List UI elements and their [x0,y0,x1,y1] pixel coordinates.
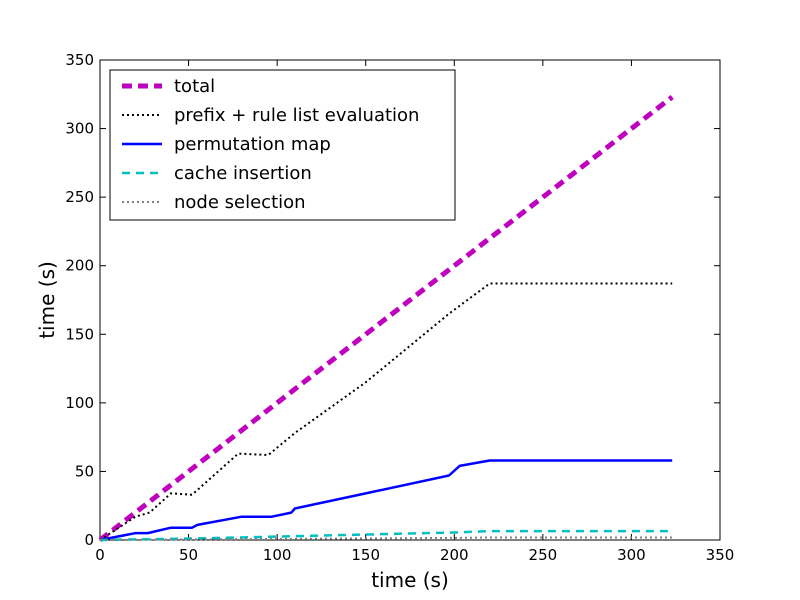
y-tick-label: 200 [65,257,94,275]
x-tick-label: 350 [706,546,735,564]
series-line-1 [99,282,673,541]
y-tick-label: 50 [75,462,94,480]
y-tick-label: 350 [65,51,94,69]
x-tick-label: 300 [617,546,646,564]
legend-label: cache insertion [174,163,312,184]
legend-box [109,69,456,221]
x-tick-label: 200 [440,546,469,564]
x-tick-label: 100 [263,546,292,564]
y-axis-title: time (s) [35,261,59,339]
y-tick-label: 100 [65,394,94,412]
series-line-4 [99,536,673,541]
y-tick-label: 0 [84,531,94,549]
legend-label: node selection [174,192,306,213]
series-line-2 [99,459,673,542]
legend-label: total [174,76,215,97]
series-line-3 [99,529,673,542]
legend: total prefix + rule list evaluation permut… [109,69,456,221]
axis-ticks: 0 50 100 150 200 250 300 350 0 50 100 150 200 250 300 3… [65,51,734,564]
legend-label: prefix + rule list evaluation [174,105,419,126]
series-layer [98,95,674,542]
x-tick-label: 0 [95,546,105,564]
x-tick-label: 50 [179,546,198,564]
legend-label: permutation map [174,134,331,155]
x-axis-title: time (s) [371,568,449,592]
series-line-0 [98,95,674,542]
y-tick-label: 300 [65,120,94,138]
x-tick-label: 250 [529,546,558,564]
y-tick-label: 250 [65,188,94,206]
y-tick-label: 150 [65,325,94,343]
x-tick-label: 150 [351,546,380,564]
